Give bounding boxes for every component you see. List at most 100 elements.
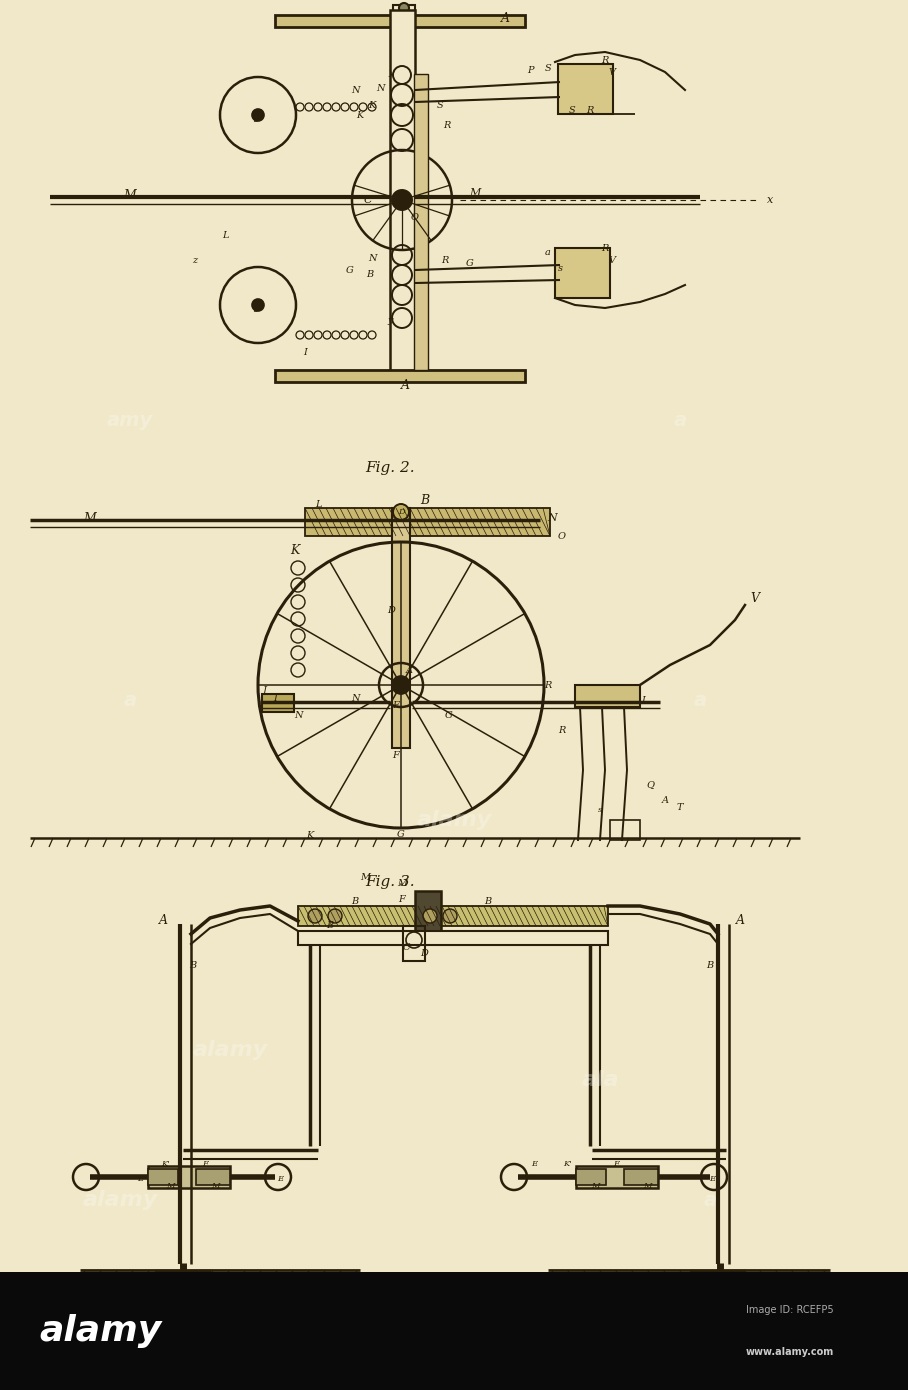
Text: A: A — [662, 795, 668, 805]
Circle shape — [393, 505, 409, 520]
Text: V: V — [608, 256, 616, 264]
Text: I: I — [303, 348, 307, 356]
Text: M: M — [84, 512, 96, 524]
Circle shape — [252, 299, 264, 311]
Bar — [275, 15, 525, 26]
Text: R: R — [587, 106, 594, 114]
Circle shape — [443, 909, 457, 923]
Circle shape — [423, 909, 437, 923]
Bar — [0, 1272, 908, 1390]
Text: Q: Q — [646, 781, 654, 790]
Text: A: A — [735, 915, 745, 927]
Text: R: R — [441, 256, 449, 264]
Text: N: N — [350, 694, 360, 702]
Text: R: R — [558, 726, 566, 734]
Bar — [576, 1166, 658, 1188]
Text: L: L — [641, 695, 647, 705]
Text: M: M — [397, 880, 407, 888]
Text: a: a — [704, 1190, 716, 1209]
Text: T: T — [676, 802, 683, 812]
Text: N: N — [548, 513, 557, 523]
Text: M: M — [123, 189, 136, 202]
Text: B: B — [485, 898, 491, 906]
Text: ala: ala — [581, 1070, 619, 1090]
Bar — [414, 74, 428, 370]
Text: J: J — [263, 685, 267, 695]
Bar — [555, 247, 610, 297]
Text: R: R — [443, 121, 450, 129]
Bar — [690, 1270, 745, 1276]
Text: a: a — [123, 691, 136, 709]
Text: S: S — [568, 106, 576, 114]
Text: K': K' — [563, 1161, 571, 1168]
Text: z: z — [192, 256, 198, 264]
Text: P: P — [527, 65, 533, 75]
Text: s: s — [597, 806, 602, 815]
Text: L: L — [315, 499, 321, 509]
Text: s: s — [558, 264, 562, 272]
Text: J: J — [255, 108, 261, 121]
Text: S: S — [437, 100, 443, 110]
Bar — [155, 1270, 210, 1276]
Text: O: O — [558, 531, 566, 541]
Bar — [610, 820, 640, 840]
Text: alamy: alamy — [39, 1314, 161, 1348]
Bar — [298, 931, 608, 945]
Text: B: B — [351, 898, 359, 906]
Text: R: R — [601, 56, 608, 64]
Text: B: B — [420, 493, 429, 506]
Text: D: D — [387, 606, 395, 614]
Text: M: M — [211, 1182, 220, 1190]
Text: D: D — [420, 949, 428, 959]
Text: A: A — [500, 11, 509, 25]
Text: C: C — [364, 195, 372, 204]
Text: F: F — [613, 1161, 619, 1168]
Text: S: S — [545, 64, 551, 72]
Text: alamy: alamy — [417, 810, 491, 830]
Text: C: C — [402, 944, 410, 952]
Text: E: E — [277, 1175, 283, 1183]
Text: a: a — [674, 410, 686, 430]
Bar — [305, 507, 550, 537]
Bar — [275, 370, 525, 382]
Text: G: G — [445, 710, 453, 720]
Text: x: x — [767, 195, 773, 204]
Text: K: K — [356, 110, 363, 120]
Text: V: V — [608, 68, 616, 76]
Text: N: N — [368, 253, 376, 263]
Text: E: E — [709, 1175, 716, 1183]
Bar — [196, 1169, 230, 1186]
Circle shape — [328, 909, 342, 923]
Text: N: N — [376, 83, 384, 93]
Text: R: R — [601, 243, 608, 253]
Bar — [558, 64, 613, 114]
Bar — [575, 685, 640, 708]
Text: M: M — [469, 188, 480, 197]
Bar — [403, 926, 425, 960]
Text: V: V — [751, 592, 759, 605]
Text: M: M — [643, 1182, 651, 1190]
Text: A: A — [406, 666, 412, 674]
Circle shape — [308, 909, 322, 923]
Text: O: O — [411, 213, 419, 221]
Bar — [576, 1169, 606, 1186]
Text: A: A — [400, 378, 410, 392]
Text: y: y — [387, 316, 393, 324]
Text: M: M — [165, 1182, 174, 1190]
Text: B: B — [367, 270, 373, 278]
Text: E: E — [392, 701, 400, 709]
Bar — [393, 6, 415, 35]
Text: K: K — [291, 543, 300, 556]
Text: E: E — [531, 1161, 537, 1168]
Bar — [298, 906, 608, 926]
Circle shape — [392, 676, 410, 694]
Text: J: J — [255, 299, 261, 311]
Text: Fig. 3.: Fig. 3. — [365, 874, 415, 890]
Text: I: I — [273, 694, 277, 702]
Text: R: R — [544, 681, 552, 689]
Text: M: M — [360, 873, 370, 883]
Text: B: B — [190, 962, 196, 970]
Text: F: F — [202, 1161, 208, 1168]
Text: L: L — [222, 231, 228, 239]
Text: N: N — [294, 710, 302, 720]
